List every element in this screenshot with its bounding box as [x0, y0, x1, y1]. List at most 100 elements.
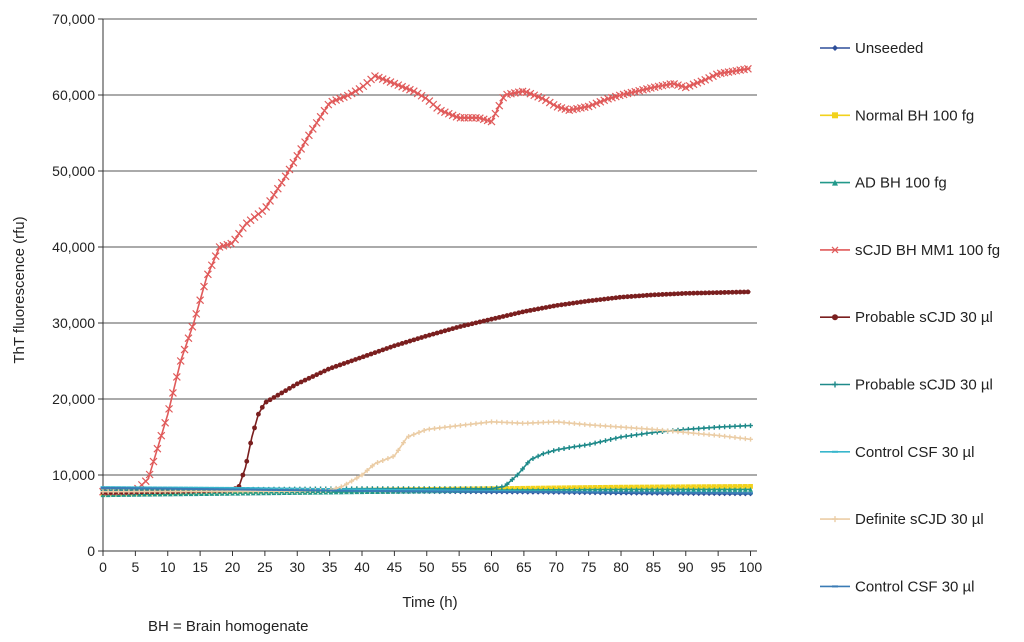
data-point	[625, 294, 630, 300]
data-point	[706, 432, 712, 438]
data-point	[121, 489, 127, 495]
footnote: BH = Brain homogenate	[148, 618, 309, 635]
data-point	[727, 484, 733, 489]
data-point	[623, 425, 629, 430]
data-point	[597, 487, 603, 492]
data-point	[701, 75, 710, 84]
data-point	[267, 397, 273, 403]
data-point	[603, 487, 608, 492]
data-point	[582, 422, 588, 427]
data-point	[496, 314, 502, 320]
data-point	[696, 431, 702, 437]
data-point	[680, 484, 686, 490]
data-point	[748, 487, 753, 492]
data-point	[601, 296, 607, 302]
data-point	[722, 487, 728, 492]
legend-label: Probable sCJD 30 µl	[855, 309, 993, 326]
legend-item: Probable sCJD 30 µl	[820, 309, 993, 326]
data-point	[105, 489, 111, 495]
data-point	[347, 89, 356, 98]
series-line	[102, 291, 751, 494]
x-tick-label: 30	[289, 559, 305, 575]
data-point	[341, 361, 347, 366]
data-point	[832, 314, 838, 321]
data-point	[314, 372, 320, 378]
data-point	[613, 424, 619, 430]
data-point	[293, 151, 302, 160]
data-point	[483, 420, 489, 425]
x-tick-label: 80	[613, 559, 629, 575]
data-point	[349, 478, 355, 484]
data-point	[450, 326, 456, 332]
y-tick-label: 40,000	[52, 239, 95, 255]
data-point	[433, 103, 442, 112]
data-point	[654, 427, 660, 433]
x-tick-label: 65	[516, 559, 532, 575]
data-point	[555, 302, 560, 308]
data-point	[609, 295, 615, 301]
data-point	[281, 172, 290, 181]
data-point	[540, 420, 546, 425]
data-point	[478, 420, 484, 426]
y-tick-label: 50,000	[52, 163, 95, 179]
data-point	[660, 487, 665, 492]
data-point	[419, 335, 424, 340]
data-point	[535, 420, 541, 426]
data-point	[832, 45, 838, 51]
data-point	[587, 422, 593, 428]
data-point	[671, 291, 677, 297]
data-point	[570, 300, 576, 306]
legend-label: Control CSF 30 µl	[855, 444, 975, 461]
data-point	[652, 292, 658, 298]
x-tick-label: 5	[131, 559, 139, 575]
data-point	[136, 489, 142, 495]
data-point	[696, 484, 702, 490]
gridlines	[103, 18, 757, 476]
data-point	[165, 404, 173, 413]
data-point	[706, 290, 712, 296]
legend-label: Definite sCJD 30 µl	[855, 511, 984, 528]
data-point	[360, 354, 366, 360]
data-point	[621, 294, 627, 300]
data-point	[696, 487, 702, 492]
series-4	[100, 289, 751, 495]
data-point	[438, 329, 444, 335]
legend: Unseeded Normal BH 100 fg AD BH 100 fg sCJD…	[820, 40, 1000, 595]
data-point	[531, 307, 537, 313]
data-point	[680, 487, 686, 492]
data-point	[608, 487, 614, 492]
data-point	[685, 484, 691, 490]
data-point	[541, 96, 550, 105]
data-point	[717, 424, 722, 430]
data-point	[656, 292, 661, 298]
data-point	[628, 433, 634, 438]
data-point	[131, 489, 137, 495]
data-point	[617, 294, 623, 300]
data-point	[706, 484, 712, 490]
legend-label: AD BH 100 fg	[855, 175, 947, 192]
data-point	[344, 481, 349, 487]
data-point	[732, 487, 738, 492]
data-point	[660, 292, 665, 297]
legend-label: Unseeded	[855, 40, 923, 57]
data-point	[722, 433, 728, 439]
data-point	[665, 487, 671, 492]
data-point	[527, 307, 533, 313]
data-point	[447, 424, 453, 430]
data-point	[701, 487, 707, 492]
data-point	[587, 487, 593, 493]
data-point	[628, 294, 634, 299]
data-point	[345, 359, 351, 365]
data-point	[670, 428, 676, 434]
data-point	[100, 489, 106, 495]
data-point	[727, 434, 733, 440]
data-point	[421, 428, 427, 433]
series-5	[100, 423, 753, 493]
data-point	[495, 101, 504, 110]
data-point	[399, 341, 405, 346]
x-tick-label: 95	[710, 559, 726, 575]
data-point	[675, 291, 681, 297]
data-point	[571, 421, 577, 426]
data-point	[711, 487, 717, 492]
data-point	[605, 296, 611, 302]
